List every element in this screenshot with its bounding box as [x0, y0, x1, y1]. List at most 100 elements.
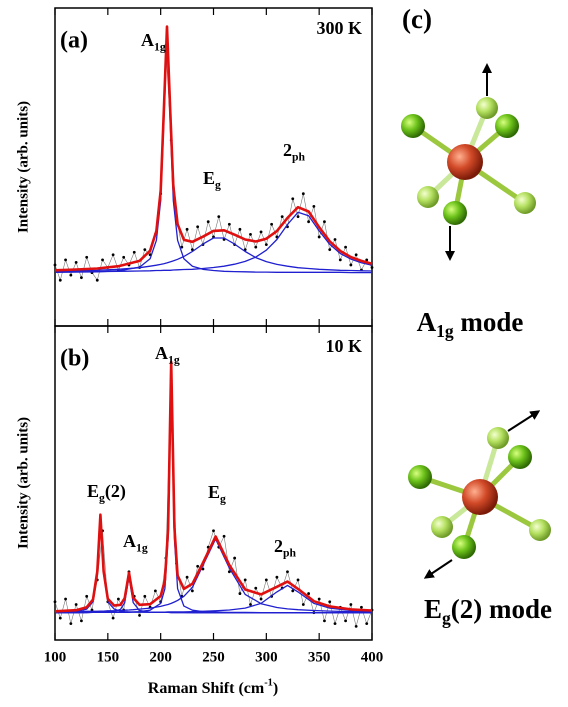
data-point [138, 614, 141, 617]
data-point [238, 592, 242, 595]
data-point [354, 624, 358, 628]
data-point [365, 258, 369, 262]
data-point [190, 589, 194, 593]
data-point [291, 589, 295, 593]
data-point [264, 243, 268, 246]
x-tick-label: 400 [361, 649, 384, 665]
x-tick-label: 250 [202, 649, 225, 665]
atom [476, 97, 498, 119]
data-point [143, 248, 147, 252]
data-point [370, 266, 374, 269]
data-point [196, 564, 200, 568]
peak-label-sub: 1g [168, 353, 180, 366]
atom [508, 445, 532, 469]
fit-total [54, 360, 373, 613]
atom [487, 427, 509, 449]
data-point [291, 197, 295, 201]
data-point [360, 605, 363, 609]
peak-label-sub: g [215, 178, 221, 191]
peak-label-sub: g [220, 492, 226, 505]
atom [401, 114, 425, 138]
data-point [101, 258, 104, 262]
data-point [227, 570, 231, 574]
data-point [243, 578, 247, 582]
y-axis-label: Intensity (arb. units) [15, 417, 31, 549]
peak-label: Eg [203, 168, 221, 191]
data-trace [54, 48, 373, 282]
fit-total [54, 25, 373, 272]
mode-label-after: mode [454, 307, 524, 337]
y-axis-label: Intensity (arb. units) [15, 101, 31, 233]
peak-label-after: (2) [105, 481, 126, 502]
data-point [80, 276, 83, 280]
data-point [180, 245, 184, 249]
peak-label-main: 2 [274, 536, 283, 556]
x-tick-label: 150 [97, 649, 120, 665]
arrow [423, 559, 453, 579]
data-point [301, 603, 305, 606]
atom [452, 535, 476, 559]
data-point [286, 570, 289, 574]
plot-frame [54, 7, 373, 327]
mode-label-sub: g [442, 608, 451, 628]
data-point [349, 263, 353, 267]
atom [447, 144, 483, 180]
data-point [307, 592, 310, 595]
data-point [153, 589, 157, 593]
peak-label-main: 2 [283, 140, 292, 160]
data-point [275, 575, 279, 579]
data-point [296, 215, 300, 219]
mode-label: Eg(2) mode [424, 594, 552, 628]
data-point [344, 619, 347, 623]
atom [431, 516, 453, 538]
data-point [74, 261, 78, 264]
data-point [74, 603, 78, 606]
atom [417, 186, 439, 208]
data-point [80, 619, 83, 623]
data-point [264, 578, 268, 582]
panel-label: (b) [60, 346, 89, 372]
data-point [323, 220, 326, 224]
data-point [233, 556, 237, 560]
data-point [333, 622, 337, 626]
atom [462, 479, 498, 515]
molecule-eg [408, 410, 551, 579]
data-point [185, 227, 189, 231]
data-point [259, 230, 263, 234]
peak-label-main: E [208, 482, 220, 502]
data-point [58, 278, 62, 282]
peak-label-sub: ph [283, 546, 297, 559]
mode-label: A1g mode [417, 307, 524, 341]
data-point [69, 622, 73, 626]
data-point [249, 233, 252, 236]
data-point [122, 255, 126, 259]
data-point [296, 578, 300, 582]
fit-component [55, 584, 373, 614]
data-point [95, 278, 99, 282]
data-point [85, 255, 89, 259]
arrow [507, 410, 541, 432]
data-point [317, 235, 321, 239]
data-point [53, 263, 57, 267]
data-point [69, 273, 73, 277]
mode-label-sub: 1g [436, 321, 454, 341]
data-point [143, 594, 147, 598]
data-point [238, 227, 242, 231]
data-point [323, 619, 326, 623]
data-point [132, 250, 136, 254]
temperature: 10 K [325, 336, 362, 356]
x-tick-label: 300 [255, 649, 278, 665]
peak-label-main: A [141, 30, 154, 50]
fit-component [55, 211, 373, 273]
data-point [307, 220, 310, 224]
data-point [64, 258, 67, 262]
x-axis-label-sup: -1 [264, 678, 273, 689]
peak-label: A1g [155, 343, 180, 366]
data-point [280, 215, 284, 219]
mode-label-main: A [417, 307, 437, 337]
peak-label: Eg [208, 482, 226, 505]
fit-component [54, 237, 373, 272]
peak-label-sub: ph [292, 150, 306, 163]
data-point [338, 258, 342, 262]
data-point [349, 603, 353, 606]
